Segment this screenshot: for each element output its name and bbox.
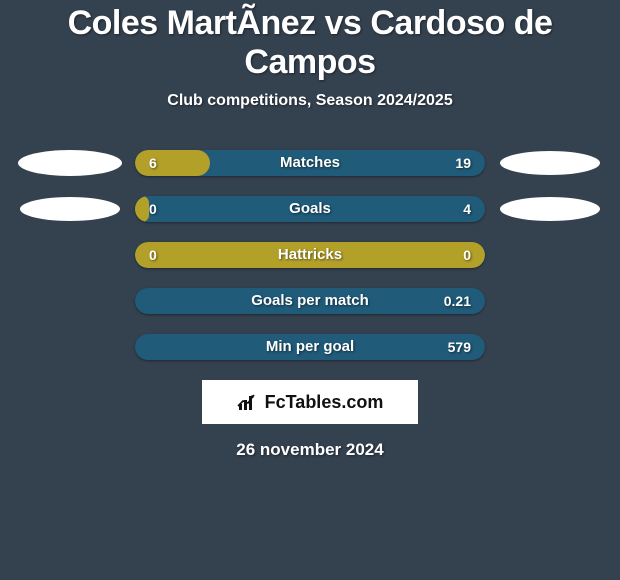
stat-value-right: 0 — [463, 242, 471, 268]
brand-text: FcTables.com — [265, 392, 384, 413]
stat-value-right: 579 — [448, 334, 471, 360]
stat-bar: Min per goal579 — [135, 334, 485, 360]
brand-badge: FcTables.com — [202, 380, 418, 424]
stat-bar: Goals per match0.21 — [135, 288, 485, 314]
stat-bar: 0Hattricks0 — [135, 242, 485, 268]
stat-bar: 0Goals4 — [135, 196, 485, 222]
right-avatar-slot — [485, 197, 615, 221]
stat-label: Goals — [135, 196, 485, 222]
stat-label: Matches — [135, 150, 485, 176]
stat-row: Goals per match0.21 — [0, 288, 620, 314]
stat-label: Min per goal — [135, 334, 485, 360]
right-avatar-slot — [485, 151, 615, 175]
stat-value-right: 4 — [463, 196, 471, 222]
page-title: Coles MartÃ­nez vs Cardoso de Campos — [0, 4, 620, 82]
chart-icon — [237, 392, 259, 412]
stat-bar: 6Matches19 — [135, 150, 485, 176]
stat-row: 0Hattricks0 — [0, 242, 620, 268]
stats-card: Coles MartÃ­nez vs Cardoso de Campos Clu… — [0, 0, 620, 460]
stat-row: 0Goals4 — [0, 196, 620, 222]
stat-row: 6Matches19 — [0, 150, 620, 176]
stat-value-right: 0.21 — [444, 288, 471, 314]
stat-rows: 6Matches190Goals40Hattricks0Goals per ma… — [0, 150, 620, 360]
date-label: 26 november 2024 — [0, 440, 620, 460]
subtitle: Club competitions, Season 2024/2025 — [0, 92, 620, 110]
stat-value-right: 19 — [455, 150, 471, 176]
stat-label: Hattricks — [135, 242, 485, 268]
left-avatar-slot — [5, 150, 135, 176]
left-avatar-slot — [5, 197, 135, 221]
stat-label: Goals per match — [135, 288, 485, 314]
player-avatar-left — [18, 150, 122, 176]
player-avatar-right — [500, 151, 600, 175]
player-avatar-right — [500, 197, 600, 221]
player-avatar-left — [20, 197, 120, 221]
stat-row: Min per goal579 — [0, 334, 620, 360]
